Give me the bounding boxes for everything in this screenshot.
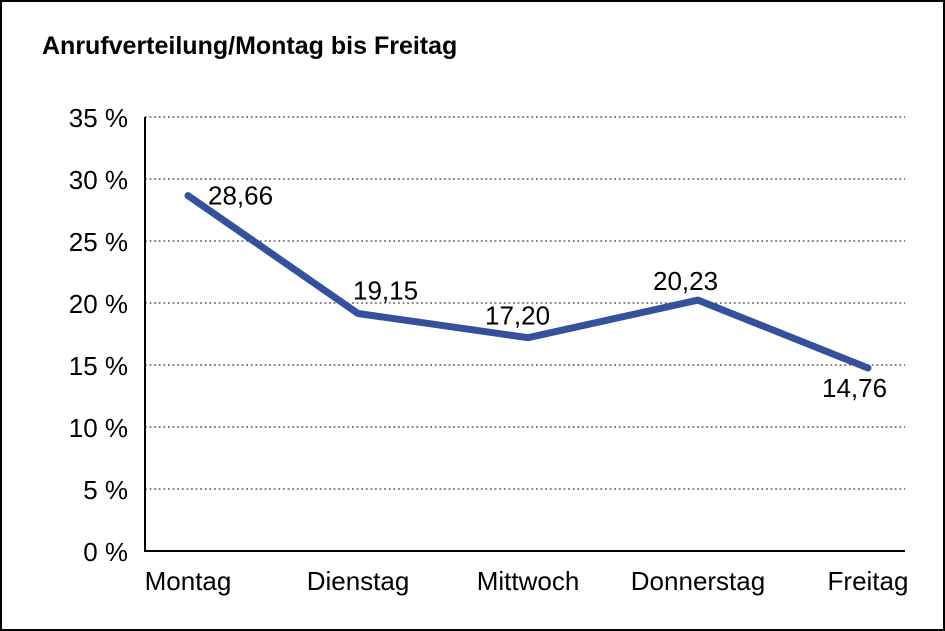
data-label: 17,20 bbox=[485, 301, 550, 331]
y-tick-label: 25 % bbox=[69, 227, 128, 257]
y-tick-label: 15 % bbox=[69, 351, 128, 381]
y-tick-label: 0 % bbox=[83, 537, 128, 567]
data-label: 28,66 bbox=[208, 181, 273, 211]
data-line bbox=[184, 192, 872, 372]
y-tick-label: 35 % bbox=[69, 103, 128, 133]
data-label: 14,76 bbox=[822, 373, 887, 403]
y-tick-label: 20 % bbox=[69, 289, 128, 319]
x-axis-label: Montag bbox=[145, 566, 232, 596]
x-axis-label: Freitag bbox=[828, 566, 909, 596]
data-label: 19,15 bbox=[353, 276, 418, 306]
x-axis-label: Donnerstag bbox=[631, 566, 765, 596]
x-axis-label: Mittwoch bbox=[477, 566, 580, 596]
x-axis-label: Dienstag bbox=[307, 566, 410, 596]
data-label: 20,23 bbox=[653, 266, 718, 296]
chart-title: Anrufverteilung/Montag bis Freitag bbox=[42, 32, 458, 60]
y-tick-label: 10 % bbox=[69, 413, 128, 443]
y-tick-label: 5 % bbox=[83, 475, 128, 505]
y-tick-label: 30 % bbox=[69, 165, 128, 195]
